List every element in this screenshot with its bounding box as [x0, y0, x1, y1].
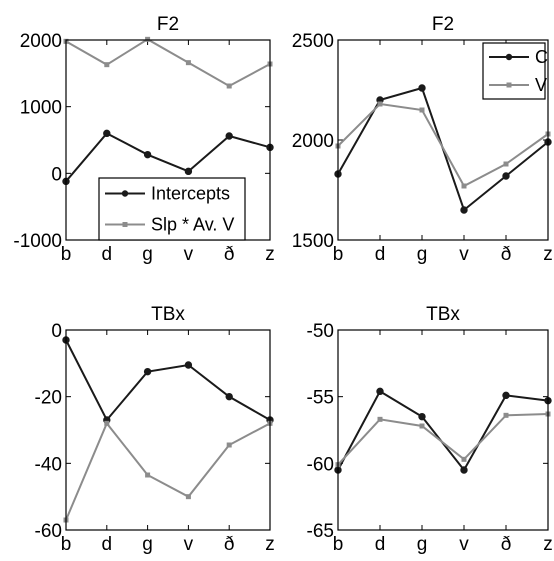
x-tick-label: v: [459, 244, 469, 265]
legend-marker: [122, 222, 128, 227]
y-tick-label: 2000: [20, 31, 62, 52]
x-tick-label: g: [417, 244, 428, 265]
data-point: [377, 101, 383, 107]
data-point: [460, 206, 468, 214]
series-line-1: [65, 132, 271, 182]
x-tick-label: ð: [224, 244, 235, 265]
chart-title: TBx: [151, 304, 185, 325]
x-tick-label: g: [142, 534, 153, 555]
data-point: [103, 129, 111, 138]
series-line-2: [65, 38, 271, 88]
y-tick-label: 2500: [292, 31, 334, 52]
x-tick-label: g: [142, 244, 153, 265]
chart-panel-3: TBx -60 -40 -20 0 b d g v ð z: [35, 304, 275, 555]
y-tick-label: 0: [51, 321, 62, 342]
x-tick-label: ð: [501, 534, 512, 555]
legend-box: [98, 177, 246, 241]
data-point: [145, 36, 151, 42]
data-point: [185, 60, 191, 66]
legend: CV: [482, 42, 548, 100]
data-point: [418, 412, 426, 421]
x-tick-label: d: [102, 534, 113, 555]
data-point: [418, 84, 426, 92]
x-tick-label: z: [543, 534, 553, 555]
data-point: [145, 472, 151, 478]
series-line-1: [65, 339, 271, 422]
data-point: [502, 391, 510, 400]
x-tick-label: ð: [224, 534, 235, 555]
data-point: [503, 412, 509, 418]
data-point: [226, 83, 232, 89]
legend-label: Intercepts: [151, 184, 230, 204]
data-point: [143, 367, 152, 376]
y-tick-label: 2000: [292, 131, 334, 152]
x-tick-label: b: [61, 534, 72, 555]
data-point: [376, 387, 384, 396]
legend-label: V: [535, 75, 547, 95]
chart-panel-1: F2 -1000 0 1000 2000 b d g v ð z Intercepts Slp * Av…: [13, 14, 274, 265]
data-point: [377, 416, 383, 422]
legend-box: [482, 42, 546, 100]
y-tick-label: 0: [51, 164, 62, 185]
x-tick-label: b: [61, 244, 72, 265]
y-tick-label: -20: [35, 388, 62, 409]
chart-title: TBx: [426, 304, 460, 325]
legend-marker: [121, 190, 129, 197]
data-point: [184, 361, 193, 369]
data-point: [461, 183, 467, 189]
legend-label: Slp * Av. V: [151, 215, 234, 235]
legend: Intercepts Slp * Av. V: [98, 177, 246, 241]
data-point: [185, 494, 191, 500]
y-tick-label: -60: [35, 521, 62, 542]
x-tick-label: z: [265, 534, 275, 555]
data-point: [104, 420, 110, 426]
series-line-2: [337, 102, 549, 188]
axes-frame: [65, 329, 271, 531]
legend-label: C: [535, 47, 548, 67]
series-line-2: [65, 421, 271, 521]
x-tick-label: d: [375, 244, 386, 265]
data-point: [419, 107, 425, 113]
x-tick-label: b: [333, 244, 344, 265]
chart-panel-2: F2 1500 2000 2500 b d g v ð z CV: [292, 14, 553, 265]
chart-panel-4: TBx -65 -60 -55 -50 b d g v ð z: [307, 304, 553, 555]
data-point: [226, 442, 232, 448]
data-point: [143, 150, 152, 159]
x-tick-label: ð: [501, 244, 512, 265]
x-tick-label: v: [184, 534, 194, 555]
data-point: [503, 161, 509, 167]
y-tick-label: -50: [307, 321, 334, 342]
y-tick-label: -55: [307, 388, 334, 409]
x-tick-label: g: [417, 534, 428, 555]
axes-frame: [337, 329, 549, 531]
data-point: [104, 62, 110, 68]
x-tick-label: v: [184, 244, 194, 265]
x-tick-label: z: [543, 244, 553, 265]
data-point: [225, 392, 233, 401]
y-tick-label: 1500: [292, 231, 334, 252]
data-point: [184, 167, 193, 176]
x-tick-label: d: [375, 534, 386, 555]
data-point: [460, 466, 468, 474]
chart-title: F2: [432, 14, 454, 35]
chart-title: F2: [157, 14, 179, 35]
x-tick-label: v: [459, 534, 469, 555]
y-tick-label: -1000: [13, 231, 62, 252]
x-tick-label: b: [333, 534, 344, 555]
y-tick-label: -40: [35, 454, 62, 475]
legend-marker: [506, 82, 512, 88]
data-point: [461, 456, 467, 462]
series-line-2: [337, 413, 549, 466]
data-point: [502, 172, 510, 180]
x-tick-label: z: [265, 244, 275, 265]
y-tick-label: -65: [307, 521, 334, 542]
legend-marker: [505, 53, 513, 61]
data-point: [419, 423, 425, 429]
axes-frame: [337, 39, 549, 241]
x-tick-label: d: [102, 244, 113, 265]
data-point: [225, 132, 233, 140]
y-tick-label: -60: [307, 454, 334, 475]
y-tick-label: 1000: [20, 98, 62, 119]
